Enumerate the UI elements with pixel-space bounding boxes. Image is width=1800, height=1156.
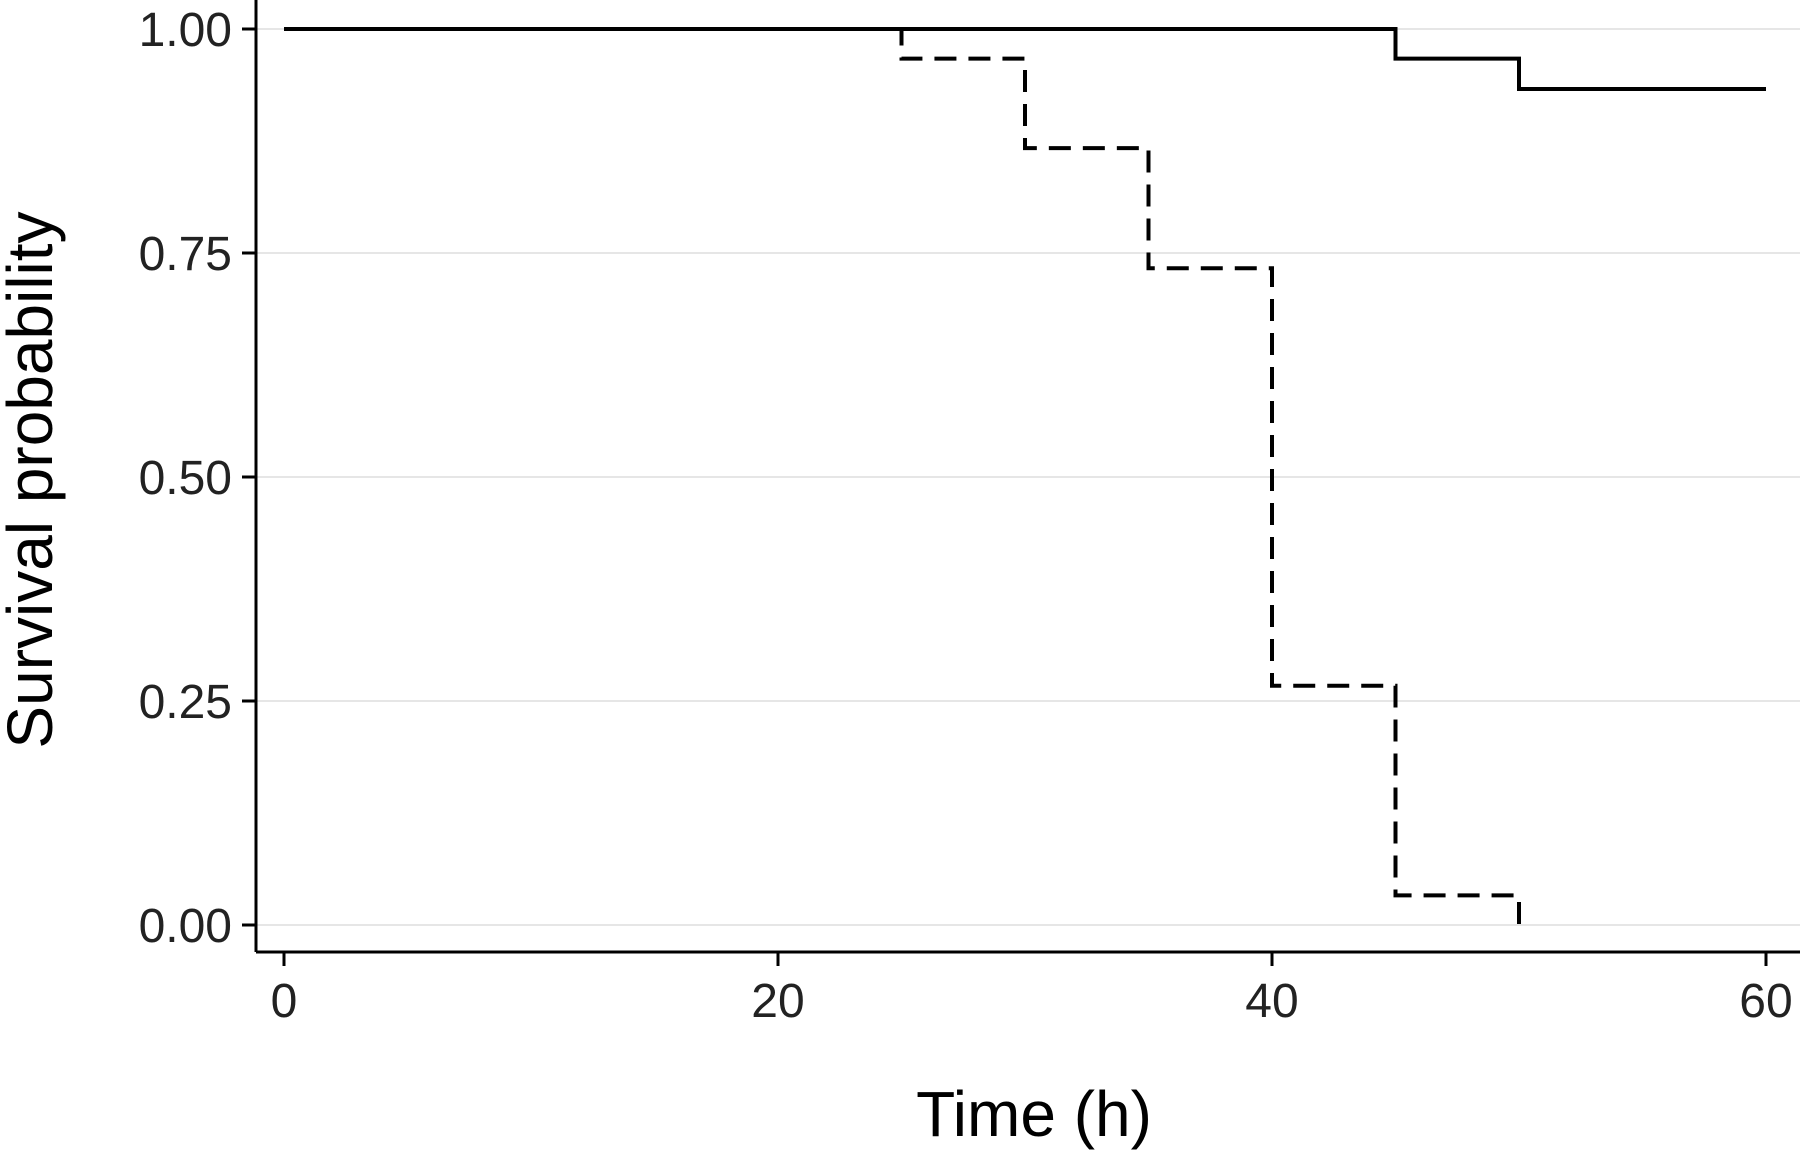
y-tick-label-1: 0.25	[139, 676, 232, 729]
x-tick-label-0: 0	[271, 975, 298, 1028]
y-tick-label-3: 0.75	[139, 228, 232, 281]
y-tick-label-4: 1.00	[139, 4, 232, 57]
x-tick-label-3: 60	[1739, 975, 1792, 1028]
survival-curves	[284, 27, 1766, 925]
x-tick-label-2: 40	[1245, 975, 1298, 1028]
y-tick-label-0: 0.00	[139, 900, 232, 953]
series-1-line	[284, 27, 1521, 925]
gridlines	[256, 28, 1800, 926]
y-tick-label-2: 0.50	[139, 452, 232, 505]
series-0-line	[284, 27, 1766, 92]
tick-labels: 0.00 0.25 0.50 0.75 1.00 0 20 40 60	[139, 4, 1793, 1028]
x-tick-label-1: 20	[751, 975, 804, 1028]
y-axis-title: Survival probability	[0, 211, 66, 748]
axes	[242, 0, 1800, 966]
x-axis-title: Time (h)	[916, 1078, 1152, 1150]
